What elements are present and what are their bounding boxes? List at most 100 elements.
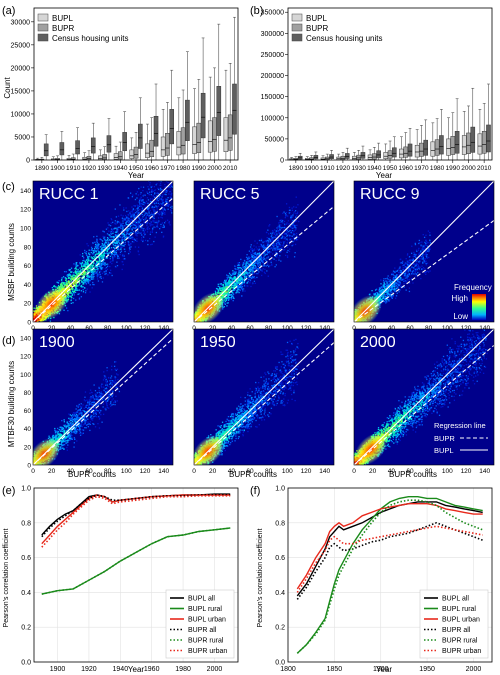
- heatmap-cell: [282, 212, 284, 214]
- heatmap-cell: [104, 262, 106, 264]
- heatmap-cell: [108, 230, 110, 232]
- heatmap-title: RUCC 1: [39, 186, 99, 203]
- heatmap-cell: [83, 270, 86, 273]
- heatmap-cell: [133, 213, 135, 216]
- heatmap-cell: [135, 234, 137, 236]
- heatmap-cell: [288, 244, 291, 246]
- heatmap-cell: [138, 226, 140, 228]
- x-tick-label: 1910: [320, 165, 335, 172]
- heatmap-cell: [119, 236, 121, 238]
- heatmap-cell: [235, 271, 237, 273]
- x-tick-label: 120: [140, 325, 151, 332]
- heatmap-cell: [251, 255, 253, 258]
- heatmap-cell: [36, 318, 39, 320]
- heatmap-cell: [278, 232, 281, 234]
- heatmap-cell: [241, 288, 244, 291]
- legend-label-bupl: BUPL: [306, 14, 327, 23]
- heatmap-cell: [117, 233, 119, 236]
- heatmap-cell: [235, 280, 237, 282]
- heatmap-cell: [141, 234, 143, 236]
- box-iqr: [212, 117, 217, 152]
- heatmap-cell: [255, 259, 257, 262]
- heatmap-cell: [270, 251, 272, 253]
- heatmap-cell: [238, 277, 240, 279]
- heatmap-cell: [245, 262, 247, 264]
- heatmap-cell: [227, 294, 229, 296]
- heatmap-cell: [294, 211, 296, 213]
- heatmap-cell: [74, 280, 77, 283]
- heatmap-cell: [133, 224, 135, 226]
- heatmap-cell: [251, 264, 254, 266]
- heatmap-cell: [236, 283, 238, 285]
- heatmap-cell: [167, 186, 169, 188]
- heatmap-cell: [268, 233, 270, 235]
- heatmap-cell: [163, 208, 166, 210]
- y-tick-label: 0: [280, 158, 284, 165]
- heatmap-cell: [148, 206, 150, 209]
- heatmap-cell: [124, 229, 126, 231]
- heatmap-cell: [82, 272, 85, 274]
- heatmap-cell: [127, 216, 129, 219]
- heatmap-cell: [268, 225, 270, 227]
- heatmap-cell: [153, 240, 155, 243]
- box-iqr: [430, 141, 436, 157]
- y-tick-label: 5000: [14, 134, 30, 141]
- y-tick-label: 120: [20, 207, 31, 214]
- heatmap-cell: [121, 261, 124, 263]
- heatmap-cell: [152, 220, 154, 222]
- heatmap-cell: [131, 228, 133, 230]
- heatmap-cell: [126, 236, 129, 239]
- heatmap-cell: [97, 247, 100, 249]
- heatmap-cell: [100, 264, 103, 266]
- box-iqr: [106, 135, 112, 153]
- heatmap-cell: [71, 288, 73, 291]
- heatmap-cell: [84, 267, 87, 269]
- box-iqr: [392, 147, 397, 158]
- heatmap-cell: [103, 244, 105, 247]
- heatmap-cell: [73, 263, 75, 265]
- heatmap-cell: [157, 192, 159, 195]
- heatmap-cell: [95, 256, 98, 258]
- heatmap-cell: [150, 212, 153, 214]
- heatmap-cell: [61, 281, 63, 284]
- heatmap-cell: [240, 286, 243, 289]
- heatmap-cell: [68, 273, 71, 275]
- heatmap-cell: [135, 216, 137, 219]
- heatmap-cell: [270, 235, 272, 238]
- heatmap-cell: [286, 251, 288, 253]
- box-iqr: [153, 115, 159, 147]
- heatmap-cell: [156, 183, 158, 185]
- heatmap-cell: [109, 269, 112, 271]
- heatmap-cell: [131, 224, 133, 226]
- heatmap-cell: [229, 296, 231, 299]
- heatmap-cell: [122, 233, 124, 235]
- heatmap-cell: [93, 236, 95, 238]
- legend-label-census: Census housing units: [306, 34, 383, 43]
- heatmap-cell: [162, 208, 164, 210]
- heatmap-cell: [92, 242, 94, 244]
- heatmap-cell: [286, 256, 289, 259]
- heatmap-cell: [73, 272, 75, 274]
- heatmap-cell: [85, 254, 88, 256]
- heatmap-cell: [66, 289, 68, 291]
- heatmap-cell: [68, 292, 70, 294]
- heatmap-cell: [274, 255, 277, 258]
- heatmap-cell: [136, 210, 138, 213]
- heatmap-cell: [92, 251, 95, 253]
- heatmap-cell: [264, 268, 266, 270]
- heatmap-cell: [243, 262, 245, 265]
- heatmap-cell: [288, 250, 291, 253]
- heatmap-cell: [66, 282, 69, 284]
- heatmap-cell: [135, 232, 137, 235]
- heatmap-cell: [292, 222, 294, 225]
- heatmap-cell: [136, 197, 138, 199]
- heatmap-cell: [170, 192, 173, 195]
- panel-b-x-ticks: 1890 1900 1910 1920 1930 1940 1950 1960 1970 1980…: [289, 160, 492, 172]
- heatmap-cell: [152, 190, 154, 192]
- box-bupr-1970: [419, 125, 424, 160]
- heatmap-cell: [138, 224, 141, 227]
- heatmap-cell: [281, 219, 283, 221]
- heatmap-cell: [233, 297, 235, 300]
- heatmap-cell: [152, 202, 154, 204]
- heatmap-cell: [122, 226, 124, 229]
